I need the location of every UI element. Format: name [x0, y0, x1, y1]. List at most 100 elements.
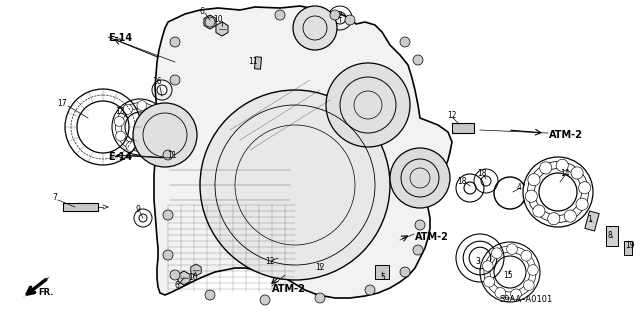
Circle shape — [533, 205, 545, 217]
Text: 12: 12 — [316, 263, 324, 272]
Polygon shape — [606, 226, 618, 246]
Circle shape — [564, 210, 577, 222]
Polygon shape — [452, 123, 474, 133]
Polygon shape — [375, 265, 389, 279]
Text: 18: 18 — [477, 169, 487, 179]
Circle shape — [495, 287, 506, 298]
Circle shape — [365, 285, 375, 295]
Text: 11: 11 — [167, 152, 177, 160]
Circle shape — [484, 276, 495, 287]
Text: 19: 19 — [625, 241, 635, 250]
Circle shape — [521, 250, 532, 261]
Circle shape — [200, 90, 390, 280]
Circle shape — [400, 267, 410, 277]
Circle shape — [141, 143, 150, 153]
Circle shape — [163, 210, 173, 220]
Circle shape — [527, 265, 538, 275]
Circle shape — [126, 142, 136, 152]
Circle shape — [170, 75, 180, 85]
Circle shape — [275, 10, 285, 20]
Text: 12: 12 — [265, 257, 275, 266]
Circle shape — [137, 100, 147, 110]
Text: 3: 3 — [476, 257, 481, 266]
Circle shape — [511, 289, 521, 300]
Polygon shape — [313, 259, 327, 269]
Polygon shape — [271, 253, 285, 263]
Text: 17: 17 — [57, 99, 67, 108]
Circle shape — [390, 148, 450, 208]
Circle shape — [205, 17, 215, 27]
Text: 4: 4 — [516, 182, 522, 191]
Circle shape — [115, 116, 124, 126]
Circle shape — [330, 10, 340, 20]
Text: 9: 9 — [136, 205, 140, 214]
Circle shape — [205, 290, 215, 300]
Text: 13: 13 — [115, 108, 125, 116]
Text: E-14: E-14 — [108, 152, 132, 162]
Circle shape — [293, 6, 337, 50]
Circle shape — [413, 55, 423, 65]
Circle shape — [170, 270, 180, 280]
Text: 11: 11 — [248, 57, 258, 66]
Circle shape — [525, 190, 538, 202]
Text: 15: 15 — [503, 271, 513, 279]
Text: 8: 8 — [607, 232, 612, 241]
Text: 14: 14 — [560, 168, 570, 177]
Text: 6: 6 — [175, 280, 179, 290]
Circle shape — [170, 37, 180, 47]
Circle shape — [571, 167, 583, 179]
Circle shape — [548, 212, 560, 225]
Circle shape — [524, 280, 534, 291]
Circle shape — [133, 103, 197, 167]
Polygon shape — [22, 276, 50, 298]
Polygon shape — [624, 241, 632, 255]
Text: 12: 12 — [447, 110, 457, 120]
Circle shape — [150, 107, 160, 117]
Polygon shape — [191, 264, 201, 276]
Text: 16: 16 — [152, 78, 162, 86]
Circle shape — [156, 120, 166, 130]
Circle shape — [163, 150, 173, 160]
Text: 1: 1 — [588, 214, 593, 224]
Polygon shape — [585, 211, 599, 231]
Text: 10: 10 — [188, 273, 198, 283]
Text: E-14: E-14 — [108, 33, 132, 43]
Circle shape — [123, 104, 132, 114]
Text: S9AA–A0101: S9AA–A0101 — [500, 295, 553, 304]
Polygon shape — [168, 155, 180, 161]
Circle shape — [153, 134, 163, 144]
Polygon shape — [178, 271, 190, 285]
Polygon shape — [154, 6, 452, 298]
Text: 2: 2 — [338, 11, 342, 19]
Polygon shape — [63, 203, 97, 211]
Circle shape — [492, 248, 502, 258]
Circle shape — [413, 245, 423, 255]
Circle shape — [540, 162, 552, 174]
Text: 18: 18 — [457, 176, 467, 186]
Circle shape — [415, 220, 425, 230]
Circle shape — [163, 250, 173, 260]
Text: 6: 6 — [200, 6, 204, 16]
Circle shape — [400, 37, 410, 47]
Circle shape — [556, 159, 568, 171]
Text: ATM-2: ATM-2 — [415, 232, 449, 242]
Text: FR.: FR. — [38, 288, 54, 297]
Circle shape — [576, 198, 588, 210]
Polygon shape — [204, 15, 216, 29]
Text: ATM-2: ATM-2 — [549, 130, 583, 140]
Text: 10: 10 — [213, 14, 223, 24]
Circle shape — [483, 261, 493, 271]
Circle shape — [579, 182, 591, 194]
Text: ATM-2: ATM-2 — [272, 284, 306, 294]
Circle shape — [260, 295, 270, 305]
Circle shape — [528, 174, 540, 186]
Text: 5: 5 — [381, 273, 385, 283]
Polygon shape — [216, 22, 228, 36]
Circle shape — [315, 293, 325, 303]
Circle shape — [345, 15, 355, 25]
Circle shape — [507, 244, 517, 255]
Circle shape — [116, 131, 125, 141]
Text: 7: 7 — [52, 194, 58, 203]
Polygon shape — [255, 57, 262, 69]
Circle shape — [326, 63, 410, 147]
